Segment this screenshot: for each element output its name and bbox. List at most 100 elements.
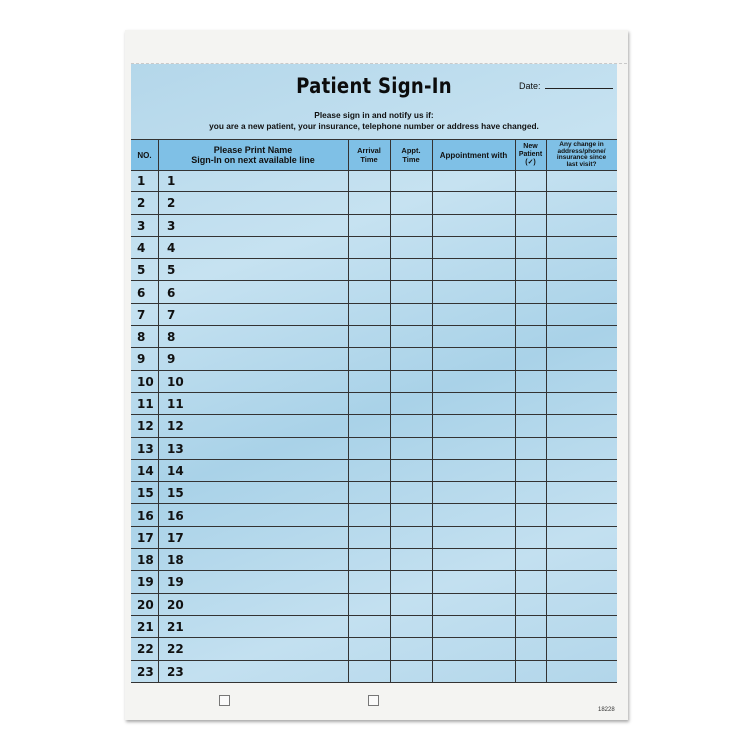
row-number: 4 [137, 240, 146, 255]
header-change-line3: insurance since [556, 154, 607, 161]
name-line-number: 13 [167, 441, 184, 456]
row-number: 9 [137, 352, 146, 367]
row-number: 14 [137, 463, 154, 478]
table-row: 14 14 [131, 460, 617, 483]
header-appt-line2: Time [402, 155, 420, 164]
notice-line-2: you are a new patient, your insurance, t… [209, 121, 539, 131]
row-number: 1 [137, 174, 146, 188]
perforation-line [131, 63, 627, 64]
name-line-number: 1 [167, 174, 176, 188]
header-appointment-with: Appointment with [439, 150, 508, 160]
table-row: 16 16 [131, 505, 617, 527]
name-line-number: 6 [167, 285, 176, 300]
date-blank[interactable] [544, 88, 613, 89]
header-change-line4: last visit? [566, 160, 597, 168]
header-no: NO. [137, 150, 152, 160]
name-line-number: 11 [167, 397, 184, 411]
name-line-number: 5 [167, 263, 176, 278]
form-number: 18228 [598, 707, 615, 713]
header-name-line2: Sign-In on next available line [191, 155, 315, 165]
date-label: Date: [519, 81, 541, 91]
name-line-number: 14 [167, 463, 184, 478]
name-line-number: 12 [167, 419, 184, 434]
date-field[interactable]: Date: [519, 81, 613, 91]
row-number: 16 [137, 508, 154, 523]
header-new-line2: Patient [518, 151, 543, 158]
sign-in-sheet: Patient Sign-In Date: Please sign in and… [131, 64, 617, 683]
header-any-change: Any change in address/phone/insurance sin… [546, 140, 617, 170]
notice: Please sign in and notify us if: you are… [131, 110, 617, 132]
column-divider [546, 139, 547, 683]
header-change-line2: address/phone/ [557, 147, 606, 155]
column-divider [158, 139, 159, 683]
row-number: 17 [137, 530, 154, 545]
row-number: 5 [137, 263, 146, 278]
checkbox-left[interactable] [219, 695, 230, 706]
notice-line-1: Please sign in and notify us if: [314, 110, 434, 120]
name-line-number: 22 [167, 642, 184, 657]
header-name-line1: Please Print Name [213, 145, 293, 155]
table-row: 12 12 [131, 415, 617, 438]
header-new-patient: New Patient (✓) [515, 140, 546, 170]
header-new-line3: (✓) [525, 159, 536, 166]
row-number: 6 [137, 285, 146, 300]
table-row: 19 19 [131, 571, 617, 594]
name-line-number: 2 [167, 196, 176, 211]
column-divider [390, 139, 391, 683]
row-number: 7 [137, 307, 146, 322]
name-line-number: 15 [167, 486, 184, 501]
table-row: 15 15 [131, 482, 617, 505]
name-line-number: 18 [167, 553, 184, 568]
name-line-number: 19 [167, 575, 184, 590]
row-number: 11 [137, 397, 154, 411]
header-appt-time: Appt. Time [390, 140, 432, 170]
table-row: 18 18 [131, 549, 617, 572]
name-line-number: 16 [167, 508, 184, 523]
column-divider [515, 139, 516, 683]
header-name: Please Print Name Sign-In on next availab… [158, 140, 348, 170]
header-arrival-line2: Time [360, 155, 378, 164]
name-line-number: 17 [167, 530, 184, 545]
form-title: Patient Sign-In [296, 74, 452, 98]
column-divider [348, 139, 349, 683]
row-number: 10 [137, 374, 154, 389]
header-change-line1: Any change in [559, 141, 604, 148]
table-row: 20 20 [131, 594, 617, 616]
name-line-number: 10 [167, 374, 184, 389]
table-row: 10 10 [131, 371, 617, 393]
row-number: 2 [137, 196, 146, 211]
row-number: 22 [137, 642, 154, 657]
header-arrival-time: Arrival Time [348, 140, 390, 170]
row-number: 8 [137, 330, 146, 345]
name-line-number: 4 [167, 240, 176, 255]
row-number: 21 [137, 620, 154, 634]
row-number: 12 [137, 419, 154, 434]
name-line-number: 21 [167, 620, 184, 634]
name-line-number: 8 [167, 330, 176, 345]
row-number: 18 [137, 553, 154, 568]
checkbox-right[interactable] [368, 695, 379, 706]
row-number: 23 [137, 664, 154, 679]
row-number: 15 [137, 486, 154, 501]
name-line-number: 7 [167, 307, 176, 322]
name-line-number: 23 [167, 664, 184, 679]
header-new-line1: New [523, 143, 538, 150]
row-number: 13 [137, 441, 154, 456]
header-appt-line1: Appt. [401, 146, 421, 155]
table-row: 22 22 [131, 638, 617, 661]
row-number: 20 [137, 597, 154, 612]
table-row: 11 11 [131, 393, 617, 416]
row-number: 19 [137, 575, 154, 590]
name-line-number: 3 [167, 218, 176, 233]
header-arrival-line1: Arrival [357, 146, 381, 155]
column-divider [432, 139, 433, 683]
name-line-number: 9 [167, 352, 176, 367]
